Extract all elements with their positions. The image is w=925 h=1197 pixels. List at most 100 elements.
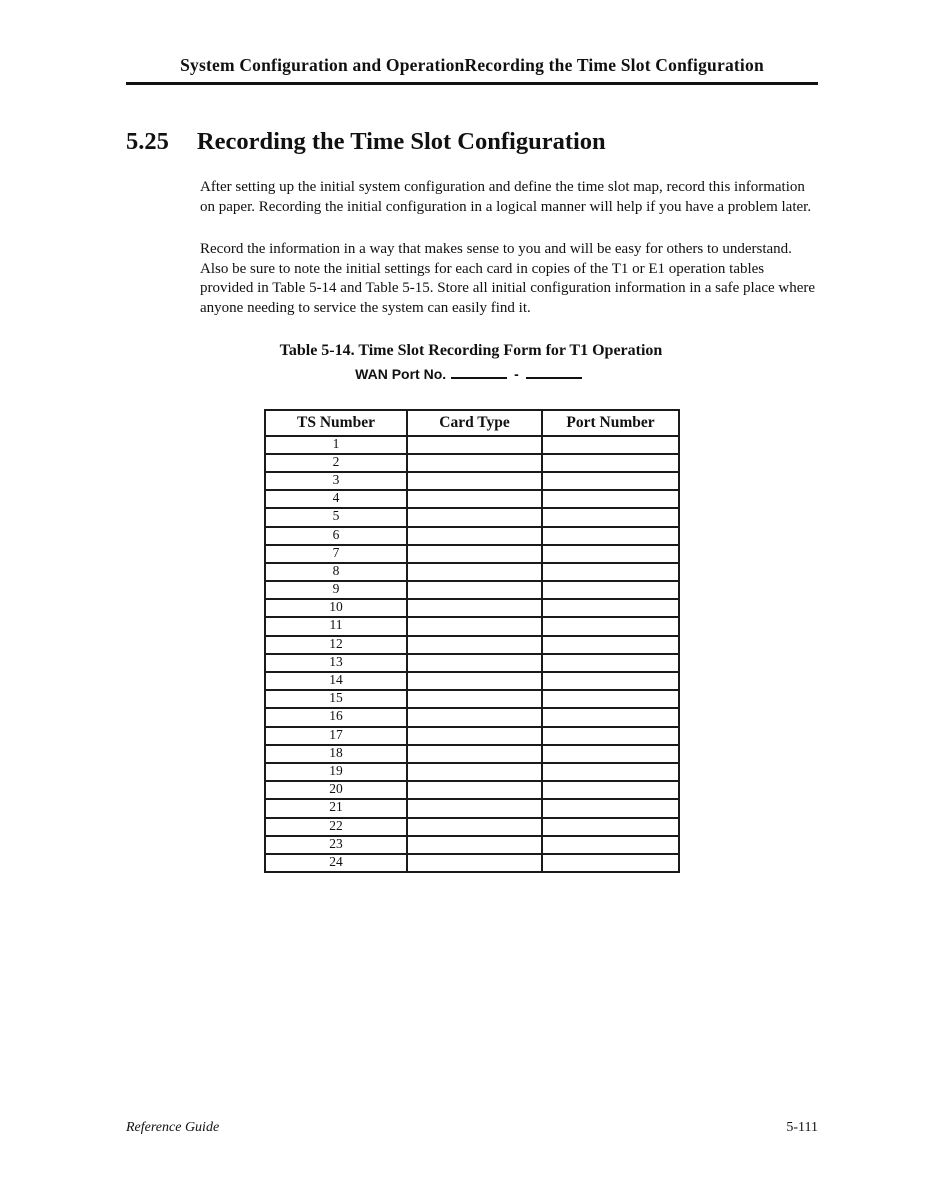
ts-number-cell: 12 [264, 634, 408, 655]
table-row: 16 [264, 707, 680, 728]
table-row: 7 [264, 543, 680, 564]
table-row: 2 [264, 452, 680, 473]
port-number-cell [541, 816, 680, 837]
card-type-cell [406, 634, 543, 655]
time-slot-table-header: TS Number Card Type Port Number [264, 408, 680, 437]
wan-port-separator: - [514, 365, 519, 382]
port-number-cell [541, 761, 680, 783]
ts-number-cell: 11 [264, 616, 408, 637]
table-row: 1 [264, 434, 680, 455]
port-number-cell [541, 652, 680, 674]
port-number-cell [541, 598, 680, 619]
ts-number-cell: 21 [264, 798, 408, 819]
body-text: After setting up the initial system conf… [200, 178, 818, 319]
time-slot-table-body: 1 2 3 4 5 6 7 8 9 10 11 12 13 14 15 16 17 18 19 20 21 22 23 24 [264, 434, 680, 874]
card-type-cell [406, 725, 543, 746]
ts-number-cell: 16 [264, 707, 408, 728]
ts-number-cell: 20 [264, 780, 408, 801]
ts-number-cell: 15 [264, 689, 408, 710]
ts-number-cell: 18 [264, 743, 408, 764]
table-row: 14 [264, 670, 680, 692]
header-port-number: Port Number [541, 408, 680, 437]
ts-number-cell: 7 [264, 543, 408, 564]
page-content: System Configuration and OperationRecord… [126, 0, 818, 874]
card-type-cell [406, 816, 543, 837]
card-type-cell [406, 489, 543, 510]
card-type-cell [406, 743, 543, 764]
table-row: 19 [264, 761, 680, 783]
table-row: 8 [264, 561, 680, 583]
table-block: Table 5-14. Time Slot Recording Form for… [264, 341, 680, 874]
table-row: 24 [264, 852, 680, 874]
card-type-cell [406, 452, 543, 473]
port-number-cell [541, 470, 680, 492]
port-number-cell [541, 507, 680, 528]
running-head: System Configuration and OperationRecord… [126, 55, 818, 85]
page-footer: Reference Guide 5-111 [126, 1120, 818, 1136]
card-type-cell [406, 852, 543, 874]
wan-port-blank-1 [451, 364, 508, 379]
ts-number-cell: 23 [264, 834, 408, 855]
ts-number-cell: 17 [264, 725, 408, 746]
header-row: TS Number Card Type Port Number [264, 408, 680, 437]
ts-number-cell: 3 [264, 470, 408, 492]
table-row: 11 [264, 616, 680, 637]
port-number-cell [541, 707, 680, 728]
wan-port-label: WAN Port No. [355, 365, 447, 382]
port-number-cell [541, 743, 680, 764]
card-type-cell [406, 434, 543, 455]
card-type-cell [406, 507, 543, 528]
port-number-cell [541, 434, 680, 455]
table-row: 3 [264, 470, 680, 492]
table-row: 12 [264, 634, 680, 655]
ts-number-cell: 10 [264, 598, 408, 619]
port-number-cell [541, 452, 680, 473]
table-row: 18 [264, 743, 680, 764]
ts-number-cell: 4 [264, 489, 408, 510]
card-type-cell [406, 652, 543, 674]
paragraph: After setting up the initial system conf… [200, 179, 812, 215]
section-heading: 5.25 Recording the Time Slot Configurati… [126, 128, 818, 156]
card-type-cell [406, 543, 543, 564]
table-row: 6 [264, 525, 680, 546]
card-type-cell [406, 689, 543, 710]
card-type-cell [406, 525, 543, 546]
port-number-cell [541, 616, 680, 637]
port-number-cell [541, 525, 680, 546]
paragraph: Record the information in a way that mak… [200, 241, 816, 316]
header-ts-number: TS Number [264, 408, 408, 437]
port-number-cell [541, 561, 680, 583]
table-row: 4 [264, 489, 680, 510]
card-type-cell [406, 616, 543, 637]
port-number-cell [541, 798, 680, 819]
table-row: 23 [264, 834, 680, 855]
card-type-cell [406, 798, 543, 819]
card-type-cell [406, 761, 543, 783]
footer-page-number: 5-111 [786, 1120, 818, 1135]
port-number-cell [541, 780, 680, 801]
table-row: 22 [264, 816, 680, 837]
card-type-cell [406, 561, 543, 583]
port-number-cell [541, 580, 680, 601]
port-number-cell [541, 834, 680, 855]
table-row: 20 [264, 780, 680, 801]
card-type-cell [406, 598, 543, 619]
section-number: 5.25 [126, 128, 169, 155]
port-number-cell [541, 852, 680, 874]
table-row: 9 [264, 580, 680, 601]
port-number-cell [541, 689, 680, 710]
section-title: Recording the Time Slot Configuration [196, 128, 606, 155]
ts-number-cell: 5 [264, 507, 408, 528]
card-type-cell [406, 780, 543, 801]
table-row: 5 [264, 507, 680, 528]
ts-number-cell: 8 [264, 561, 408, 583]
table-row: 10 [264, 598, 680, 619]
table-caption: Table 5-14. Time Slot Recording Form for… [279, 341, 663, 359]
wan-port-blank-2 [525, 364, 582, 379]
ts-number-cell: 19 [264, 761, 408, 783]
table-row: 21 [264, 798, 680, 819]
ts-number-cell: 22 [264, 816, 408, 837]
port-number-cell [541, 670, 680, 692]
